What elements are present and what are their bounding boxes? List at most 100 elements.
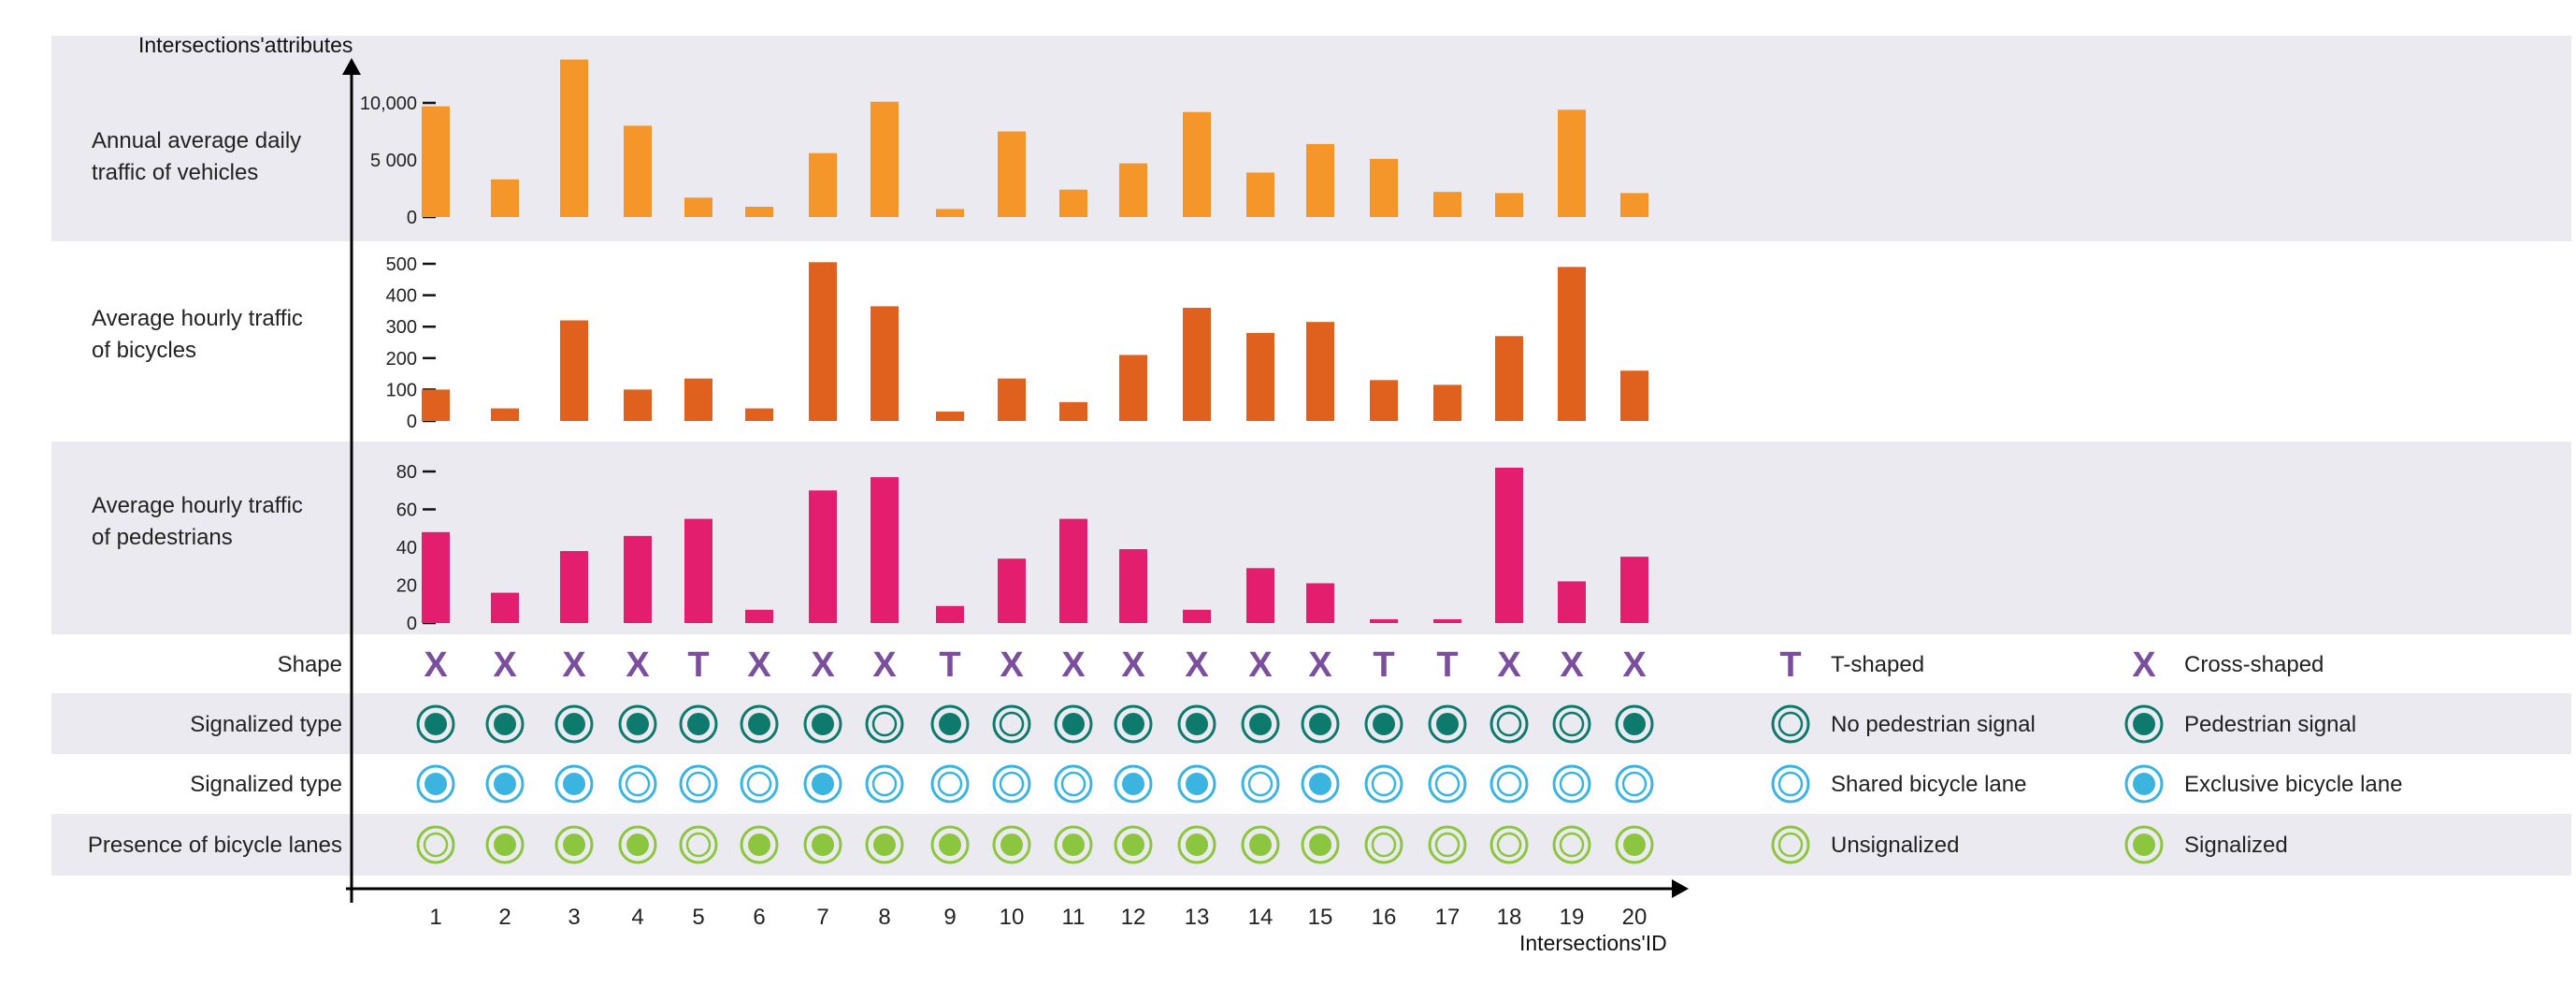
legend-symbol-signalization-sig	[2124, 825, 2164, 864]
row-label-signalization: Presence of bicycle lanes	[88, 833, 342, 858]
symbol-signalization-18	[1489, 825, 1529, 864]
legend-shape-T: T T-shaped	[1779, 645, 1924, 685]
bar-bicycles-13	[1183, 308, 1211, 421]
legend-label-bicycle-lane-shared: Shared bicycle lane	[1831, 772, 2026, 797]
bar-vehicles-9	[936, 209, 964, 217]
symbol-pedestrian-signal-14	[1241, 704, 1280, 744]
x-axis-title: Intersections'ID	[1519, 931, 1667, 955]
symbol-shape-2: X	[493, 645, 517, 685]
symbol-shape-1: X	[424, 645, 448, 685]
symbol-signalization-8	[865, 825, 904, 864]
symbol-shape-14: X	[1248, 645, 1273, 685]
symbol-signalization-6	[740, 825, 779, 864]
panel-pedestrians: Average hourly traffic of pedestrians 0 20 4…	[92, 462, 1648, 634]
panel-vehicles: Annual average daily traffic of vehicles 0…	[92, 59, 1648, 228]
symbol-pedestrian-signal-15	[1301, 704, 1340, 744]
symbol-pedestrian-signal-12	[1114, 704, 1153, 744]
bar-bicycles-14	[1246, 332, 1274, 421]
legend-label-signalization-uns: Unsignalized	[1831, 833, 1959, 858]
symbol-pedestrian-signal-7	[803, 704, 842, 744]
symbol-bicycle-lane-7	[803, 764, 842, 804]
symbol-signalization-11	[1054, 825, 1093, 864]
symbol-shape-19: X	[1560, 645, 1584, 685]
symbol-bicycle-lane-19	[1552, 764, 1591, 804]
x-tick-label-9: 9	[943, 905, 956, 930]
panel-label-bicycles: Average hourly traffic	[92, 306, 303, 331]
symbol-signalization-4	[618, 825, 657, 864]
legend-label-bicycle-lane-excl: Exclusive bicycle lane	[2184, 772, 2402, 797]
y-tick-label-bicycles: 100	[386, 380, 417, 400]
bar-bicycles-11	[1059, 401, 1087, 421]
y-tick-label-pedestrians: 20	[396, 576, 417, 597]
legend-symbol-pedestrian-signal-none	[1771, 704, 1810, 744]
y-tick-label-bicycles: 500	[386, 254, 417, 275]
x-tick-label-13: 13	[1185, 905, 1210, 930]
bar-pedestrians-17	[1433, 618, 1461, 623]
bar-pedestrians-20	[1620, 557, 1648, 623]
x-tick-label-19: 19	[1560, 905, 1585, 930]
bar-bicycles-3	[560, 320, 588, 421]
symbol-pedestrian-signal-9	[930, 704, 970, 744]
row-label-shape: Shape	[278, 652, 342, 677]
bar-vehicles-10	[998, 131, 1026, 217]
bar-bicycles-7	[809, 262, 837, 421]
axes: Intersections'attributes Intersections'I…	[138, 33, 1689, 955]
symbol-shape-11: X	[1061, 645, 1086, 685]
x-tick-label-12: 12	[1121, 905, 1146, 930]
bar-pedestrians-7	[809, 490, 837, 623]
panel-bicycles: Average hourly traffic of bicycles 0 100 200…	[92, 254, 1648, 432]
symbol-signalization-14	[1241, 825, 1280, 864]
bar-pedestrians-6	[745, 609, 773, 623]
bar-vehicles-20	[1620, 193, 1648, 217]
row-signalization: Presence of bicycle lanes	[88, 825, 1654, 864]
bar-pedestrians-12	[1119, 549, 1147, 623]
symbol-bicycle-lane-3	[554, 764, 594, 804]
symbol-pedestrian-signal-3	[554, 704, 594, 744]
bar-vehicles-16	[1370, 158, 1398, 217]
symbol-signalization-10	[992, 825, 1031, 864]
legend-symbol-pedestrian-signal-ped	[2124, 704, 2164, 744]
bar-pedestrians-10	[998, 558, 1026, 623]
symbol-shape-5: T	[687, 645, 709, 685]
symbol-pedestrian-signal-11	[1054, 704, 1093, 744]
bar-vehicles-1	[422, 106, 450, 217]
row-shape: Shape X X X X T X X X T X X X X X X T T X X X	[278, 645, 1648, 685]
bar-pedestrians-15	[1306, 583, 1334, 623]
symbol-signalization-16	[1364, 825, 1403, 864]
y-axis-arrow	[342, 58, 361, 75]
bar-bicycles-15	[1306, 322, 1334, 421]
bar-vehicles-8	[871, 101, 899, 217]
symbol-bicycle-lane-20	[1615, 764, 1654, 804]
bar-bicycles-19	[1558, 267, 1586, 421]
legend-bicycle-lane-shared: Shared bicycle lane	[1771, 764, 2026, 804]
bar-vehicles-12	[1119, 163, 1147, 217]
legend-signalization-sig: Signalized	[2124, 825, 2288, 864]
bar-bicycles-2	[491, 408, 519, 421]
bar-bicycles-1	[422, 389, 450, 421]
y-tick-label-pedestrians: 0	[407, 614, 417, 634]
symbol-signalization-9	[930, 825, 970, 864]
symbol-bicycle-lane-1	[416, 764, 455, 804]
symbol-bicycle-lane-8	[865, 764, 904, 804]
legend-symbol-bicycle-lane-shared	[1771, 764, 1810, 804]
symbol-shape-20: X	[1622, 645, 1647, 685]
symbol-shape-6: X	[747, 645, 771, 685]
legend-pedestrian-signal-ped: Pedestrian signal	[2124, 704, 2356, 744]
bar-vehicles-2	[491, 179, 519, 217]
bar-pedestrians-19	[1558, 581, 1586, 623]
bar-vehicles-17	[1433, 192, 1461, 217]
legend-signalization-uns: Unsignalized	[1771, 825, 1959, 864]
symbol-pedestrian-signal-4	[618, 704, 657, 744]
symbol-signalization-5	[679, 825, 718, 864]
panel-label-bicycles: of bicycles	[92, 338, 196, 363]
symbol-shape-18: X	[1497, 645, 1521, 685]
symbol-pedestrian-signal-16	[1364, 704, 1403, 744]
bar-vehicles-3	[560, 59, 588, 217]
bar-bicycles-10	[998, 378, 1026, 421]
legend-label-pedestrian-signal-none: No pedestrian signal	[1831, 712, 2036, 737]
bar-bicycles-16	[1370, 380, 1398, 421]
legend-shape-X: X Cross-shaped	[2132, 645, 2324, 685]
row-band-shape	[51, 634, 2571, 693]
bar-pedestrians-4	[624, 535, 652, 623]
legend-symbol-signalization-uns	[1771, 825, 1810, 864]
